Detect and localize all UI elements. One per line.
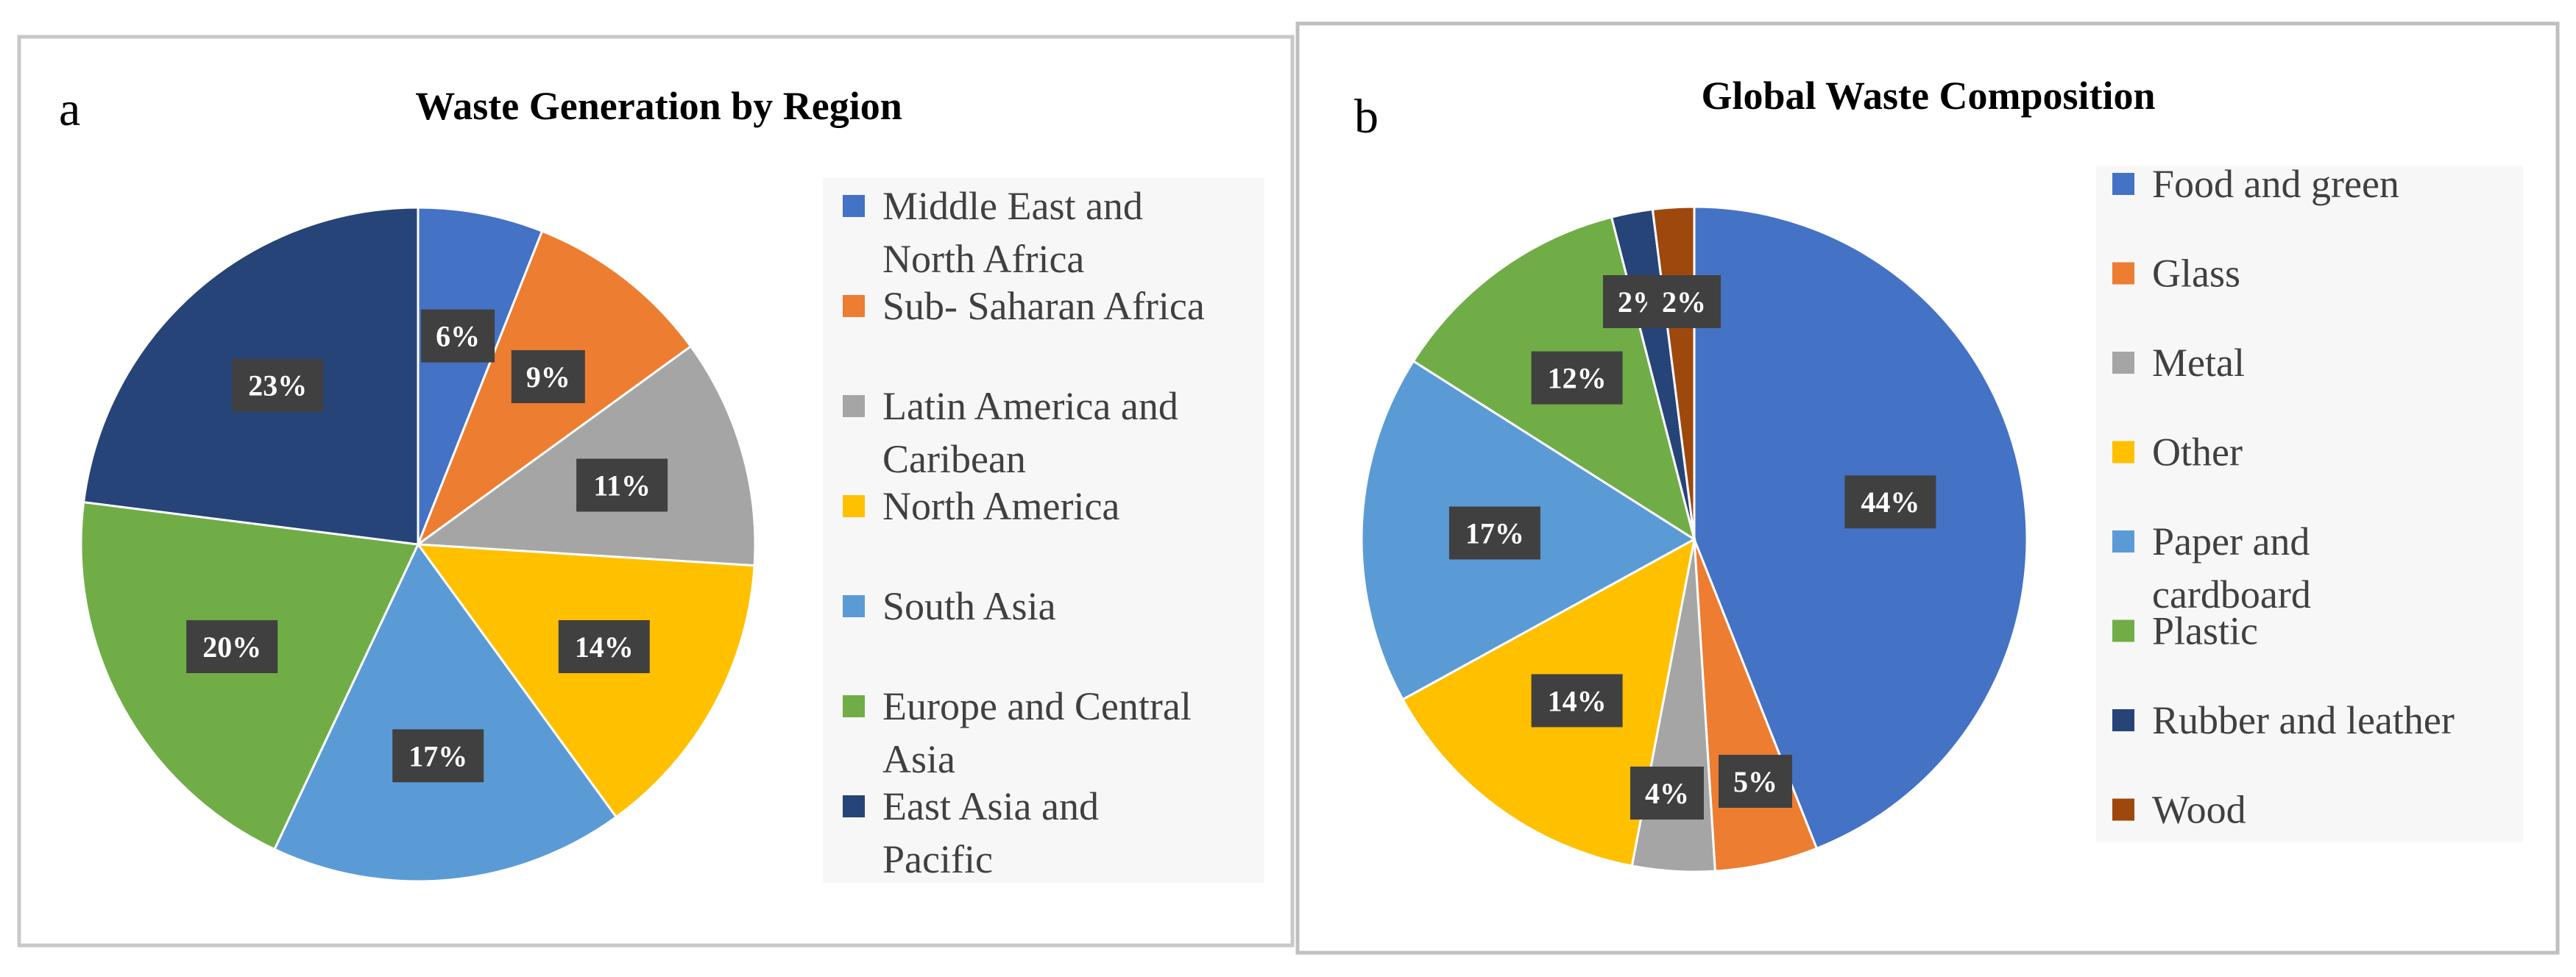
data-label-wood: 2% — [1662, 285, 1706, 319]
legend-label-middle-east-and-north-africa: Middle East and North Africa — [882, 184, 1143, 281]
pie-slice-north-america — [415, 543, 756, 819]
data-label-box-food-and-green — [1844, 475, 1936, 529]
legend-swatch-latin-america-and-caribean — [843, 395, 865, 417]
legend-label-wood: Wood — [2152, 788, 2246, 832]
data-label-metal: 4% — [1645, 777, 1689, 810]
legend-label-rubber-and-leather: Rubber and leather — [2152, 698, 2455, 742]
data-label-plastic: 12% — [1548, 362, 1607, 395]
legend-label-glass: Glass — [2152, 252, 2240, 296]
legend-swatch-metal — [2112, 352, 2134, 374]
legend-label-europe-and-central-asia: Europe and Central Asia — [882, 684, 1192, 781]
legend-label-food-and-green: Food and green — [2152, 162, 2399, 206]
legend-swatch-food-and-green — [2112, 173, 2134, 195]
legend-swatch-middle-east-and-north-africa — [843, 195, 865, 217]
data-label-box-plastic — [1531, 351, 1623, 405]
legend-a-background — [823, 178, 1264, 883]
legend-swatch-europe-and-central-asia — [843, 695, 865, 717]
data-label-east-asia-and-pacific: 23% — [248, 369, 307, 402]
pie-chart-b: 44%5%4%14%17%12%2% 2% — [1360, 205, 2028, 873]
data-label-glass: 5% — [1733, 765, 1777, 798]
data-label-other: 14% — [1548, 684, 1607, 717]
pie-slice-europe-and-central-asia — [79, 500, 420, 851]
chart-a-title: Waste Generation by Region — [415, 84, 902, 128]
data-label-box-metal — [1630, 767, 1704, 820]
pie-chart-a: 6% 9% 11% 14% 17% 20% 23% — [79, 206, 757, 883]
legend-label-sub-saharan-africa: Sub- Saharan Africa — [882, 284, 1205, 328]
data-label-sub-saharan-africa: 9% — [526, 360, 570, 394]
pie-slice-south-asia — [272, 542, 618, 883]
legend-label-other: Other — [2152, 430, 2243, 475]
data-label-box-europe-and-central-asia — [186, 620, 278, 673]
data-label-box-paper-and-cardboard — [1448, 506, 1540, 560]
data-label-latin-america-and-caribean: 11% — [593, 469, 651, 502]
legend-b: Food and green Glass Metal Other Paper and ca… — [2112, 162, 2455, 832]
data-label-box-middle-east-and-north-africa — [421, 309, 495, 363]
legend-b-background — [2096, 166, 2523, 842]
legend-label-east-asia-and-pacific: East Asia and Pacific — [882, 784, 1099, 881]
data-label-box-glass — [1719, 755, 1792, 808]
data-label-europe-and-central-asia: 20% — [202, 630, 261, 664]
data-label-north-america: 14% — [575, 630, 634, 664]
legend-label-paper-and-cardboard: Paper and cardboard — [2152, 519, 2311, 617]
legend-label-plastic: Plastic — [2152, 609, 2258, 653]
pie-slice-latin-america-and-caribean — [414, 344, 757, 567]
legend-swatch-sub-saharan-africa — [843, 295, 865, 317]
data-label-middle-east-and-north-africa: 6% — [436, 320, 480, 353]
legend-swatch-other — [2112, 441, 2134, 463]
legend-label-south-asia: South Asia — [882, 584, 1056, 628]
legend-swatch-plastic — [2112, 619, 2134, 642]
data-label-box-wood — [1647, 275, 1721, 328]
legend-label-north-america: North America — [882, 484, 1119, 528]
data-label-food-and-green: 44% — [1861, 486, 1919, 519]
data-label-box-east-asia-and-pacific — [232, 358, 324, 412]
data-label-south-asia: 17% — [408, 739, 467, 772]
legend-swatch-wood — [2112, 798, 2134, 821]
data-label-box-south-asia — [392, 729, 484, 783]
legend-swatch-paper-and-cardboard — [2112, 530, 2134, 553]
data-label-box-other — [1531, 674, 1623, 728]
panel-label-b: b — [1354, 90, 1379, 143]
data-label-box-north-america — [558, 620, 650, 673]
legend-swatch-east-asia-and-pacific — [843, 795, 865, 817]
legend-label-latin-america-and-caribean: Latin America and Caribean — [882, 384, 1178, 481]
legend-swatch-south-asia — [843, 595, 865, 617]
pie-slice-middle-east-and-north-africa — [417, 206, 544, 545]
chart-b-title: Global Waste Composition — [1701, 74, 2155, 118]
legend-swatch-rubber-and-leather — [2112, 709, 2134, 731]
legend-label-metal: Metal — [2152, 341, 2245, 385]
data-label-box-sub-saharan-africa — [511, 350, 585, 403]
legend-swatch-north-america — [843, 495, 865, 517]
legend-swatch-glass — [2112, 262, 2134, 285]
data-label-paper-and-cardboard: 17% — [1465, 517, 1524, 550]
data-label-box-latin-america-and-caribean — [576, 458, 668, 512]
panel-label-a: a — [59, 82, 80, 136]
